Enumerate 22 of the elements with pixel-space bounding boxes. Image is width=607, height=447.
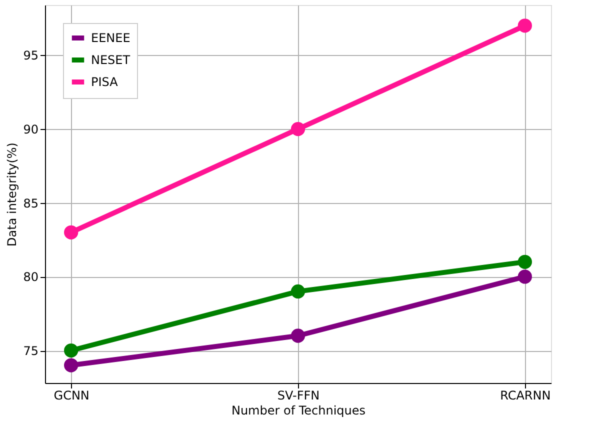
x-tick-label: SV-FFN [277,388,320,402]
point [518,270,532,284]
y-tick-label: 75 [23,344,38,358]
point [64,225,78,240]
y-axis-title: Data integrity(%) [5,142,20,246]
point [290,328,306,343]
point [64,358,78,372]
y-tick-label: 90 [23,122,38,137]
x-tick-label: RCARNN [500,388,551,402]
y-tick-label: 80 [23,270,38,284]
x-axis-title: Number of Techniques [231,404,366,418]
legend-label: EENEE [91,31,130,45]
point [290,122,306,136]
y-tick-label: 85 [23,196,38,210]
legend-label: NESET [91,53,131,67]
y-tick-label: 95 [23,48,38,63]
point [518,254,532,269]
x-tick-label: GCNN [54,388,90,402]
legend-label: PISA [91,75,119,89]
point [518,18,532,33]
point [64,343,78,358]
point [290,284,306,299]
